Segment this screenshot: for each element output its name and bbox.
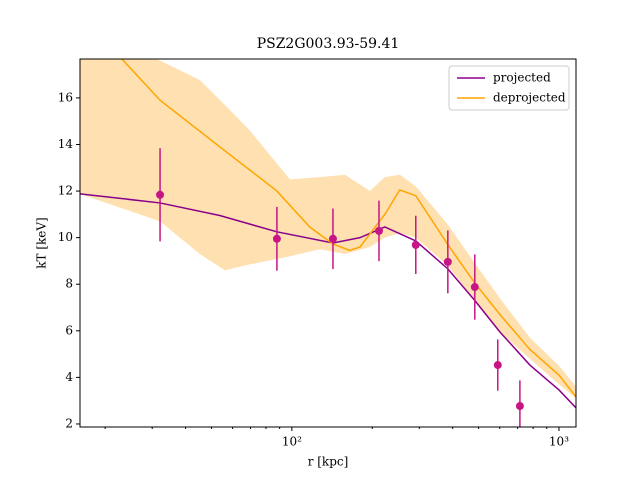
legend: projected deprojected [448, 65, 570, 111]
y-tick-label: 6 [65, 323, 73, 337]
x-axis-label: r [kpc] [308, 455, 349, 469]
y-tick-label: 8 [65, 277, 73, 291]
y-tick-label: 4 [65, 370, 73, 384]
confidence-band [80, 59, 576, 399]
legend-label: deprojected [493, 91, 566, 105]
data-point [493, 361, 502, 370]
x-tick-label: 10² [282, 435, 302, 449]
plot-frame [79, 58, 577, 428]
series-line [121, 59, 576, 398]
y-tick-label: 16 [58, 90, 73, 104]
data-point [328, 234, 337, 243]
y-tick-label: 12 [58, 184, 73, 198]
y-axis-label: kT [keV] [35, 217, 49, 269]
data-point [470, 283, 479, 292]
y-tick-label: 2 [65, 416, 73, 430]
y-tick-label: 10 [58, 230, 73, 244]
legend-box [448, 65, 570, 111]
x-tick-label: 10³ [549, 435, 569, 449]
chart-title: PSZ2G003.93-59.41 [257, 36, 400, 52]
plot-area [80, 59, 576, 427]
axes: 2 4 6 8 10 12 14 16 10² 10³ [58, 90, 569, 448]
data-point [156, 190, 165, 199]
series-line [80, 193, 576, 409]
data-point [515, 402, 524, 411]
data-point [411, 240, 420, 249]
y-tick-label: 14 [58, 137, 74, 151]
legend-label: projected [493, 71, 551, 85]
data-point [272, 234, 281, 243]
data-point [374, 226, 383, 235]
data-point [443, 257, 452, 266]
